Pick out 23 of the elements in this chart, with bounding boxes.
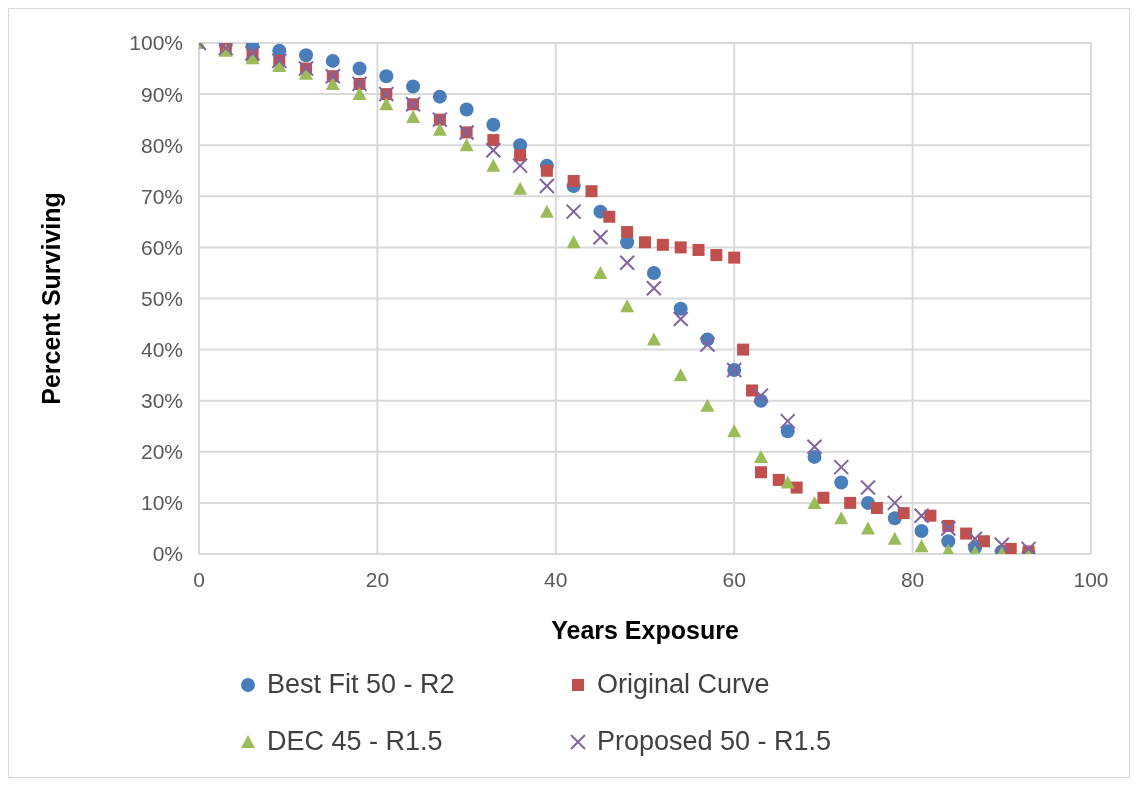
legend-label: Best Fit 50 - R2 [267, 669, 455, 700]
x-axis-title: Years Exposure [551, 616, 739, 644]
y-tick-label: 40% [140, 338, 183, 362]
y-tick-label: 60% [140, 235, 183, 259]
x-tick-label: 100 [1073, 567, 1109, 591]
y-tick-label: 70% [140, 184, 183, 208]
x-tick-label: 0 [193, 567, 205, 591]
y-tick-label: 0% [152, 542, 183, 566]
x-tick-label: 60 [722, 567, 746, 591]
legend-label: Original Curve [597, 669, 770, 700]
y-tick-label: 100% [129, 31, 183, 55]
x-tick-label: 40 [544, 567, 568, 591]
x-tick-label: 80 [900, 567, 925, 591]
y-tick-label: 90% [140, 82, 183, 106]
y-tick-label: 20% [140, 440, 183, 464]
y-tick-label: 50% [140, 286, 183, 310]
x-tick-label: 20 [365, 567, 390, 591]
legend-label: Proposed 50 - R1.5 [597, 726, 832, 757]
y-axis-title: Percent Surviving [36, 192, 65, 405]
y-tick-label: 30% [140, 389, 183, 413]
y-tick-label: 10% [140, 491, 183, 515]
legend-label: DEC 45 - R1.5 [267, 726, 443, 757]
y-tick-label: 80% [140, 133, 183, 157]
